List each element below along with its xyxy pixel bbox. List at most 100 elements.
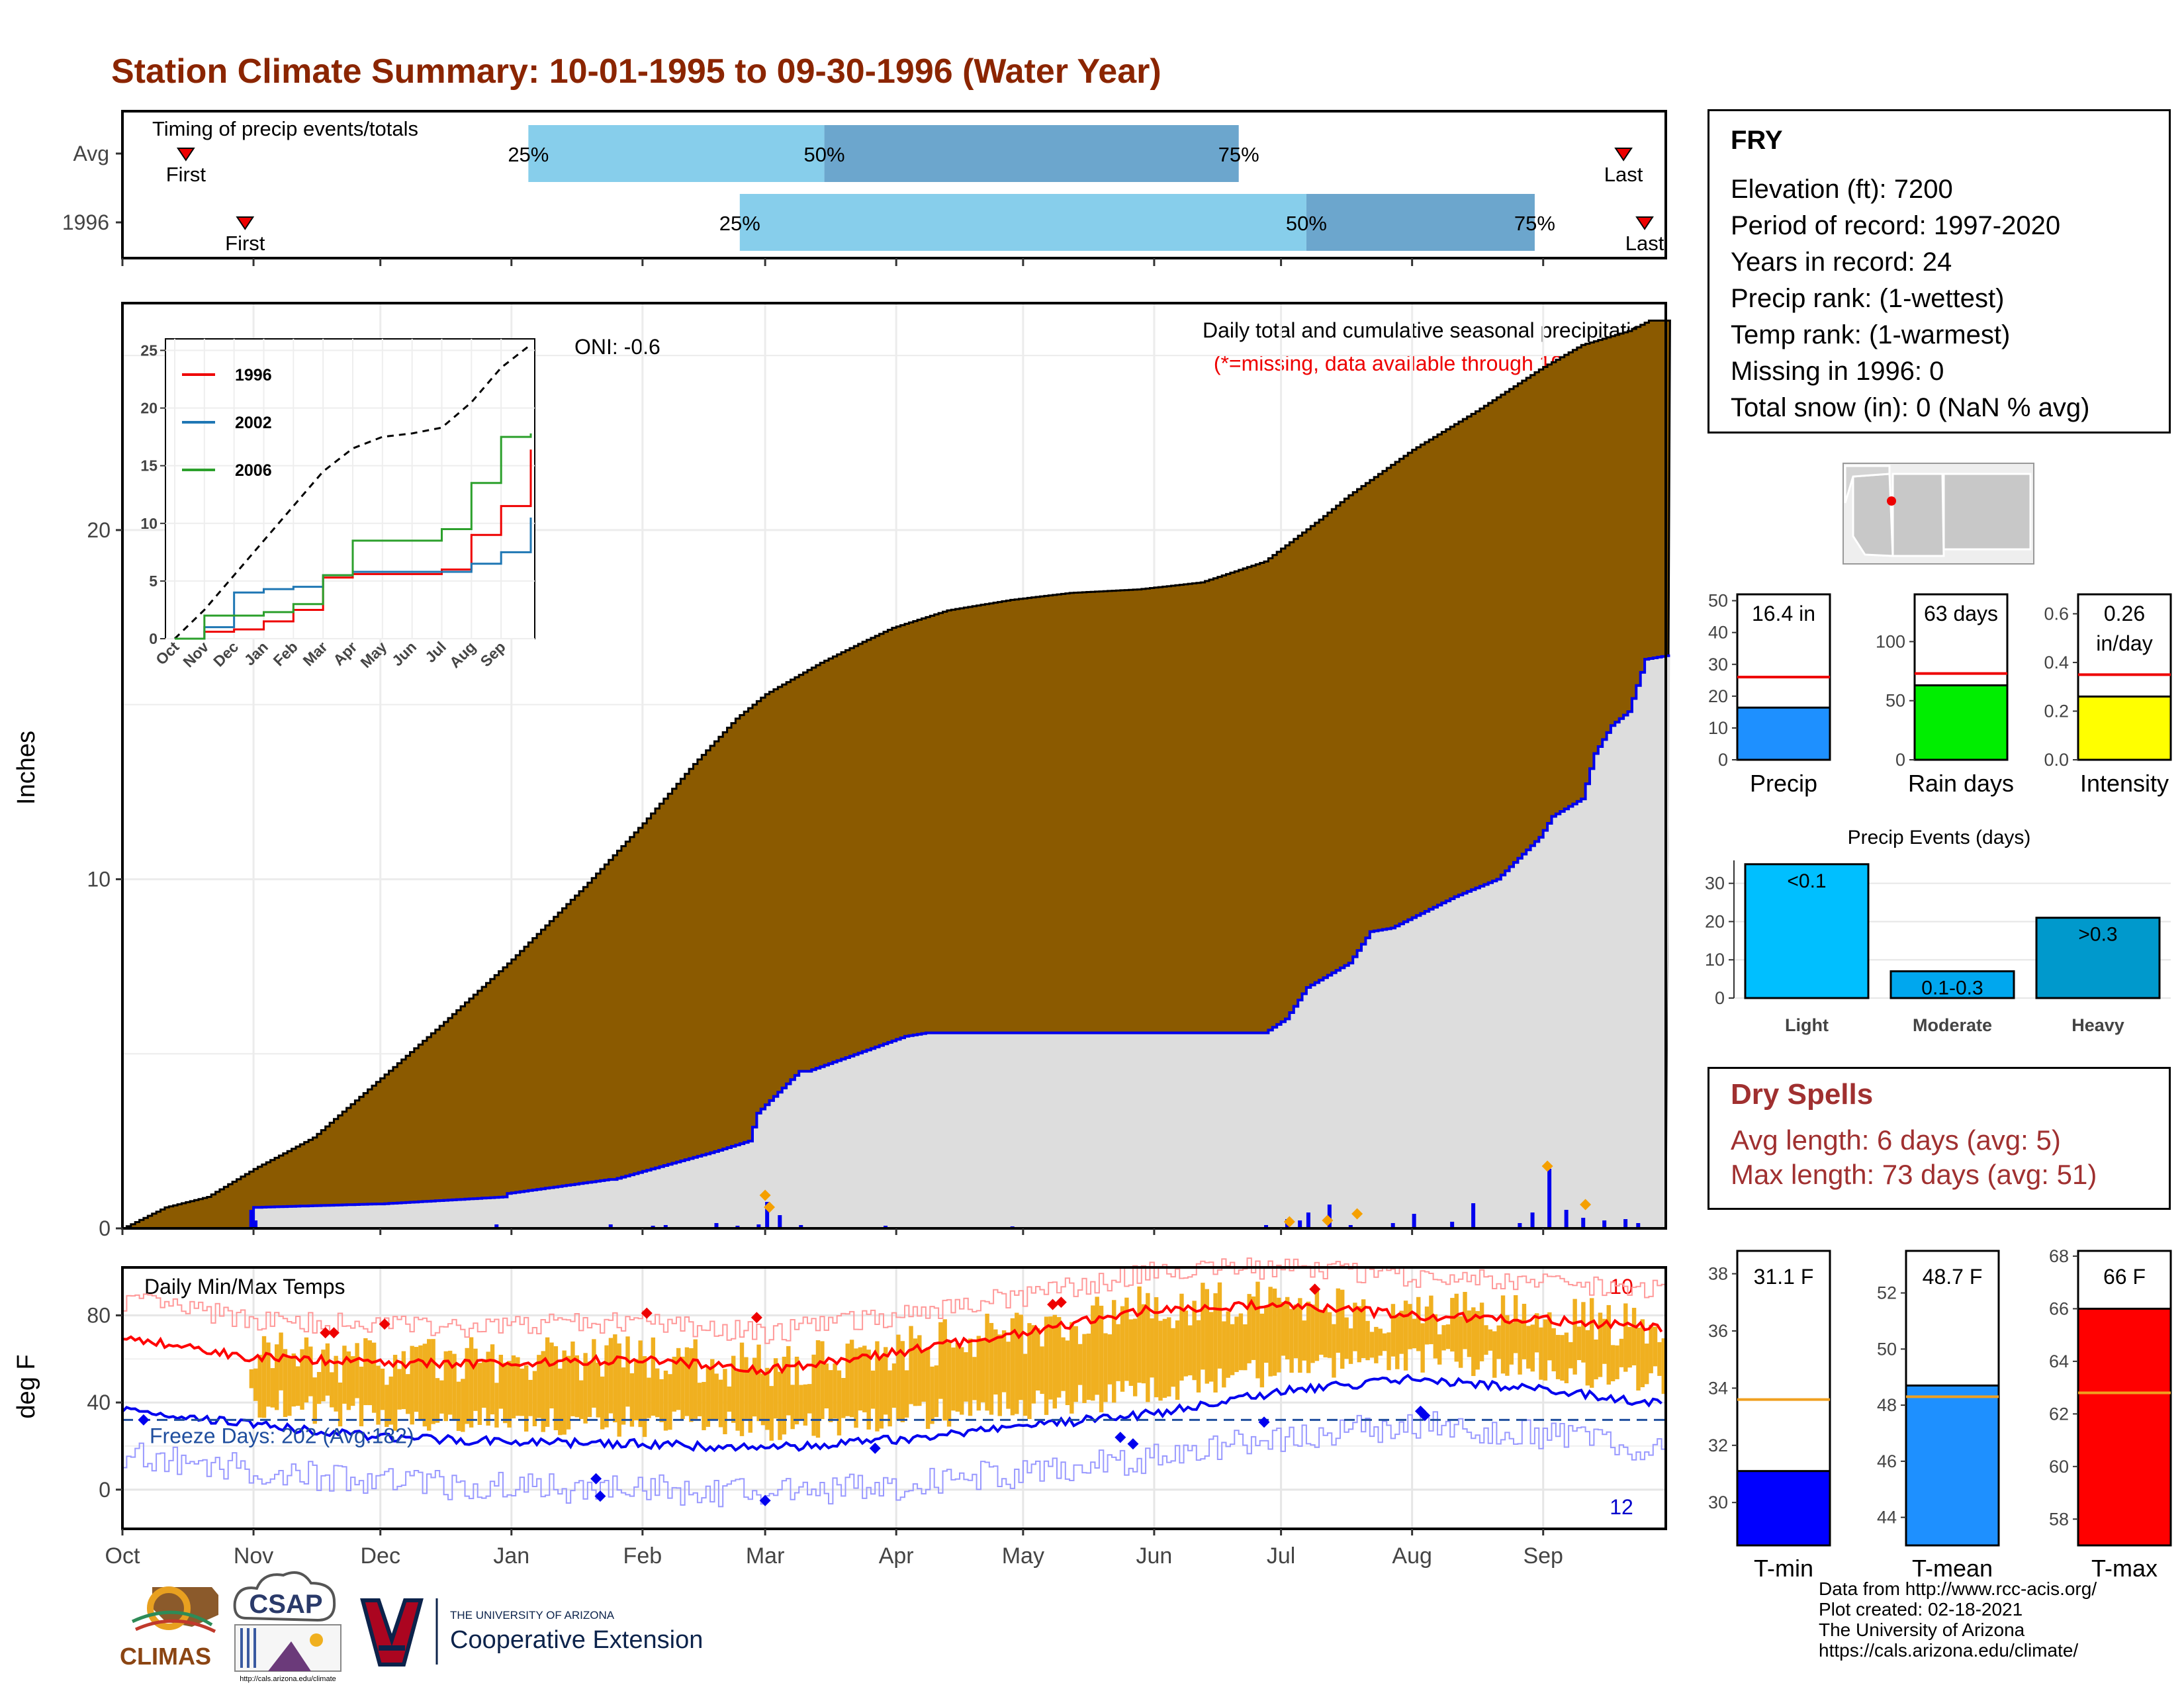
daily-temp-bar: [1247, 1294, 1251, 1363]
temp-gauge-ytick-label: 52: [1877, 1283, 1897, 1303]
temp-gauge-ytick-label: 66: [2049, 1299, 2069, 1318]
daily-temp-bar: [1615, 1345, 1619, 1379]
temp-gauge-category-label: T-max: [2091, 1555, 2158, 1582]
temp-gauge-ytick-label: 50: [1877, 1339, 1897, 1359]
daily-temp-bar: [1243, 1324, 1248, 1371]
month-xtick-label: Apr: [879, 1543, 914, 1569]
event-category-label: Light: [1785, 1015, 1829, 1035]
daily-temp-bar: [849, 1340, 854, 1418]
daily-temp-bar: [1564, 1332, 1569, 1383]
daily-temp-bar: [385, 1385, 389, 1428]
temp-ytick-label: 80: [87, 1303, 111, 1327]
daily-temp-bar: [1560, 1335, 1565, 1381]
daily-temp-bar: [1213, 1293, 1218, 1393]
daily-temp-bar: [1645, 1344, 1649, 1385]
daily-temp-bar: [279, 1332, 283, 1391]
daily-temp-bar: [1150, 1318, 1154, 1378]
daily-temp-bar: [887, 1370, 892, 1427]
timing-q75-label: 75%: [1514, 212, 1555, 235]
daily-temp-bar: [1344, 1317, 1349, 1359]
temp-gauge-ytick-label: 36: [1708, 1321, 1728, 1341]
daily-temp-bar: [380, 1368, 385, 1410]
daily-temp-bar: [1285, 1297, 1290, 1359]
events-title: Precip Events (days): [1848, 827, 2031, 848]
daily-temp-bar: [1048, 1316, 1053, 1400]
event-category-label: Moderate: [1913, 1015, 1992, 1035]
daily-temp-bar: [1162, 1318, 1167, 1398]
temp-ytick-label: 0: [99, 1478, 111, 1502]
page-title: Station Climate Summary: 10-01-1995 to 0…: [111, 52, 1161, 91]
precip-frame-border: [121, 302, 1667, 1230]
daily-temp-bar: [735, 1371, 740, 1431]
daily-temp-bar: [1293, 1304, 1298, 1359]
daily-temp-bar: [955, 1343, 960, 1412]
daily-temp-bar: [1649, 1324, 1653, 1373]
timing-q50-label: 50%: [804, 143, 845, 166]
daily-temp-bar: [1598, 1312, 1603, 1377]
temp-gauge-category-label: T-min: [1754, 1555, 1813, 1582]
daily-temp-bar: [592, 1339, 596, 1408]
daily-temp-bar: [689, 1348, 694, 1422]
event-bar-label: <0.1: [1787, 870, 1826, 892]
daily-temp-bar: [566, 1355, 571, 1430]
daily-temp-bar: [1082, 1334, 1087, 1403]
daily-temp-bar: [401, 1351, 406, 1410]
daily-temp-bar: [680, 1356, 685, 1419]
daily-temp-bar: [1640, 1319, 1645, 1387]
daily-temp-bar: [583, 1353, 588, 1424]
daily-temp-bar: [295, 1366, 300, 1406]
inset-ytick-label: 5: [149, 572, 158, 590]
daily-temp-bar: [705, 1367, 711, 1427]
daily-temp-bar: [1589, 1298, 1594, 1388]
daily-temp-bar: [528, 1379, 533, 1416]
cumulative-precip-avg-area: [122, 655, 1670, 1228]
daily-temp-bar: [909, 1326, 913, 1404]
month-xtick-label: May: [1002, 1543, 1044, 1569]
daily-precip-bar: [663, 1225, 668, 1228]
daily-temp-bar: [1458, 1316, 1463, 1368]
daily-temp-bar: [938, 1322, 943, 1399]
daily-temp-bar: [739, 1342, 745, 1436]
daily-temp-bar: [980, 1339, 985, 1402]
gauge-ytick-label: 10: [1708, 718, 1728, 738]
daily-precip-bar: [1306, 1212, 1310, 1228]
daily-temp-bar: [634, 1359, 639, 1421]
record-high-marker: [751, 1312, 762, 1324]
timing-q25-label: 25%: [508, 143, 549, 166]
temp-gauge-ytick-label: 44: [1877, 1508, 1897, 1528]
daily-temp-bar: [1467, 1310, 1472, 1357]
daily-temp-bar: [1518, 1319, 1522, 1375]
daily-temp-bar: [773, 1358, 778, 1419]
daily-temp-bar: [270, 1368, 275, 1408]
gauge-ytick-label: 30: [1708, 655, 1728, 674]
daily-temp-bar: [1433, 1314, 1438, 1359]
inset-series-line-1996: [175, 449, 532, 640]
record-low-marker: [594, 1490, 606, 1502]
gauge-value-label: in/day: [2096, 631, 2152, 655]
daily-temp-bar: [1661, 1338, 1666, 1394]
daily-temp-bar: [422, 1344, 428, 1427]
month-xtick-label: Dec: [360, 1543, 400, 1569]
daily-temp-bar: [359, 1366, 364, 1427]
first-event-marker: [176, 148, 195, 161]
timing-q50-label: 50%: [1286, 212, 1327, 235]
record-low-marker: [1419, 1410, 1431, 1422]
daily-temp-bar: [1420, 1323, 1425, 1373]
daily-precip-bar: [1412, 1214, 1416, 1228]
record-high-marker: [1055, 1297, 1067, 1308]
daily-temp-bar: [562, 1350, 567, 1435]
daily-temp-bar: [388, 1376, 393, 1425]
daily-temp-bar: [1496, 1325, 1501, 1359]
daily-precip-bar: [1264, 1225, 1269, 1228]
daily-precip-bar: [1530, 1212, 1535, 1228]
daily-precip-bar: [778, 1215, 782, 1228]
event-bar-label: >0.3: [2078, 924, 2117, 946]
daily-temp-bar: [1001, 1330, 1007, 1393]
inset-ytick-label: 25: [140, 342, 158, 359]
daily-temp-bar: [511, 1355, 516, 1419]
daily-temp-bar: [1441, 1325, 1446, 1351]
month-xtick-label: Nov: [234, 1543, 273, 1569]
daily-temp-bar: [1015, 1312, 1019, 1414]
daily-temp-bar: [1010, 1318, 1015, 1416]
first-event-marker: [236, 216, 255, 230]
